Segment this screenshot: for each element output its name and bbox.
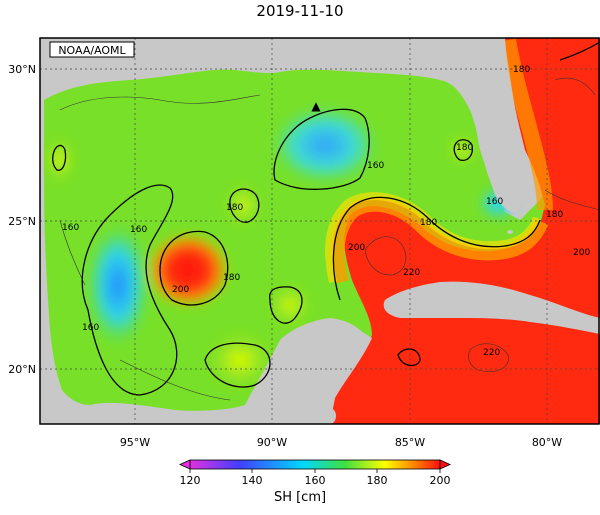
colorbar: 120 140 160 180 200 xyxy=(179,459,451,487)
lon-tick-label: 95°W xyxy=(120,436,150,449)
lon-tick-label: 90°W xyxy=(257,436,287,449)
yucatan xyxy=(245,321,372,424)
contour-label: 220 xyxy=(403,268,420,278)
lat-tick-label: 25°N xyxy=(8,215,36,228)
credit-label: NOAA/AOML xyxy=(58,44,126,57)
contour-label: 180 xyxy=(223,273,240,283)
lat-tick-label: 30°N xyxy=(8,63,36,76)
contour-label: 200 xyxy=(172,285,189,295)
contour-label: 160 xyxy=(82,323,99,333)
cuba xyxy=(383,281,600,334)
contour-label: 160 xyxy=(367,161,384,171)
lon-tick-label: 80°W xyxy=(532,436,562,449)
contour-label: 200 xyxy=(573,248,590,258)
lat-tick-label: 20°N xyxy=(8,363,36,376)
contour-label: 200 xyxy=(348,243,365,253)
station-marker-icon: ▲ xyxy=(311,99,321,113)
colorbar-tick: 180 xyxy=(367,474,388,487)
contour-label: 160 xyxy=(130,225,147,235)
graticule xyxy=(40,38,600,424)
contour-label: 180 xyxy=(226,203,243,213)
contour-label: 180 xyxy=(420,218,437,228)
contour-label: 180 xyxy=(546,210,563,220)
loop-current-front xyxy=(330,197,549,284)
map-frame xyxy=(39,37,600,425)
colorbar-tick: 200 xyxy=(430,474,451,487)
contour-label: 160 xyxy=(486,197,503,207)
colorbar-tick: 160 xyxy=(305,474,326,487)
contour-label: 220 xyxy=(483,348,500,358)
colorbar-title: SH [cm] xyxy=(273,490,327,505)
colorbar-tick: 140 xyxy=(242,474,263,487)
contour-label: 160 xyxy=(62,223,79,233)
map-title: 2019-11-10 xyxy=(256,2,344,20)
contour-label: 180 xyxy=(513,65,530,75)
contour-label: 180 xyxy=(456,143,473,153)
colorbar-tick: 120 xyxy=(180,474,201,487)
florida xyxy=(440,38,528,213)
lon-tick-label: 85°W xyxy=(395,436,425,449)
